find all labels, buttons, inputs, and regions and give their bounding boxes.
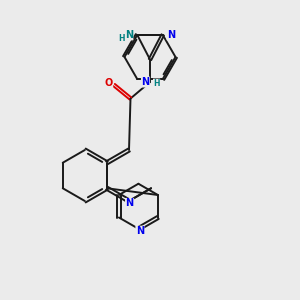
Text: H: H [153, 79, 160, 88]
Text: H: H [118, 34, 125, 43]
Text: O: O [104, 78, 113, 88]
Text: N: N [125, 30, 133, 40]
Text: N: N [136, 226, 144, 236]
Text: N: N [167, 30, 175, 40]
Text: N: N [125, 198, 134, 208]
Text: N: N [141, 77, 150, 87]
